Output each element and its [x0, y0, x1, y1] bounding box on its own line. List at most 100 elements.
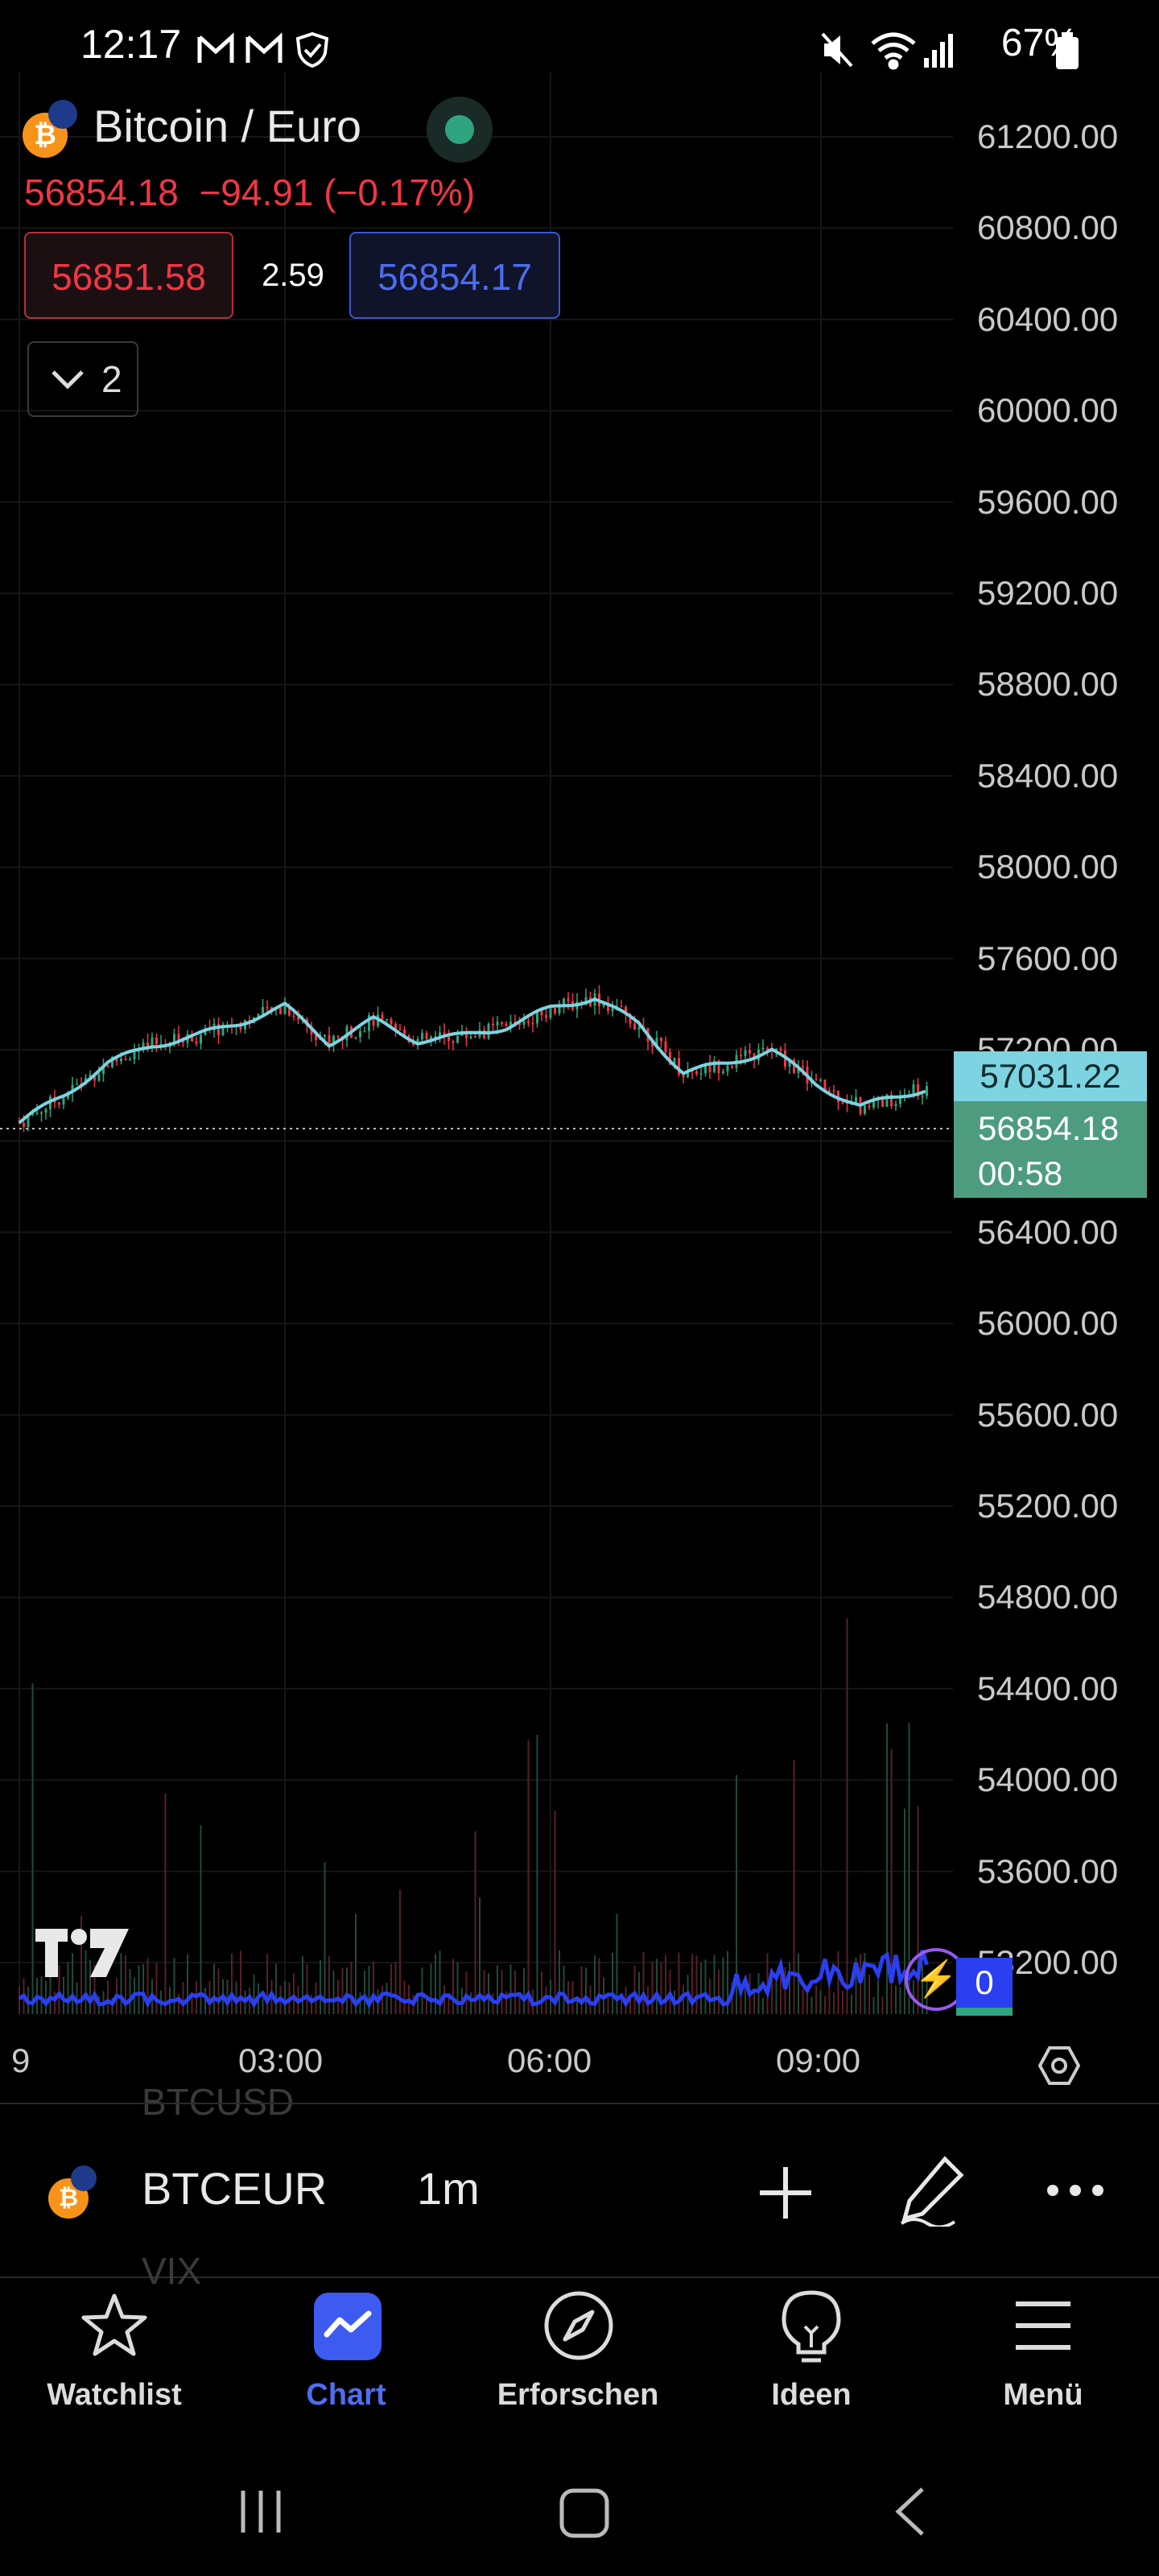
volume-bar	[483, 1970, 485, 2014]
volume-bar	[403, 1980, 406, 2014]
volume-bar	[621, 1997, 622, 2014]
draw-pen-icon[interactable]	[898, 2154, 966, 2227]
price-tick: 54800.00	[977, 1578, 1119, 1616]
volume-bar	[142, 1963, 144, 2014]
candle-body	[864, 1105, 866, 1114]
volume-bar	[505, 1991, 507, 2014]
price-tick: 58400.00	[977, 756, 1119, 795]
symbol-toolbar	[0, 2103, 1159, 2278]
volume-bar	[373, 1961, 374, 2014]
candle-body	[465, 1030, 468, 1038]
candle-body	[324, 1034, 326, 1037]
candle-body	[124, 1059, 127, 1060]
volume-bar	[302, 1956, 303, 2014]
moving-average-line	[18, 997, 926, 1125]
price-chart[interactable]	[0, 0, 1159, 2093]
sell-button[interactable]: 56851.58	[24, 232, 233, 319]
price-tick: 56400.00	[977, 1212, 1119, 1251]
chevron-down-icon	[52, 370, 84, 390]
volume-bar	[359, 1992, 361, 2014]
last-price: 56854.18	[24, 171, 179, 213]
volume-bar	[430, 1963, 432, 2014]
volume-bar	[642, 1951, 645, 2014]
nav-watchlist[interactable]: Watchlist	[18, 2278, 211, 2423]
back-icon[interactable]	[890, 2486, 929, 2537]
volume-bar	[784, 1967, 786, 2014]
volume-bar	[155, 1963, 158, 2014]
candle-body	[731, 1066, 733, 1068]
volume-bar	[399, 1889, 401, 2014]
nav-explore[interactable]: Erforschen	[481, 2278, 674, 2423]
volume-bar	[178, 1993, 179, 2014]
nav-chart[interactable]: Chart	[250, 2278, 443, 2423]
buy-button[interactable]: 56854.17	[349, 232, 560, 319]
hamburger-icon	[1016, 2301, 1070, 2350]
previous-symbol[interactable]: BTCUSD	[142, 2081, 295, 2123]
candle-body	[894, 1104, 897, 1107]
volume-bar	[753, 1992, 755, 2014]
candle-body	[390, 1018, 393, 1025]
euro-flag-icon	[71, 2165, 97, 2191]
candle-body	[354, 1037, 357, 1038]
volume-bar	[802, 1988, 804, 2014]
candle-body	[297, 1016, 299, 1020]
volume-bar	[311, 1994, 312, 2014]
volume-bar	[111, 1997, 113, 2014]
recent-apps-icon[interactable]	[237, 2487, 285, 2536]
volume-bar	[638, 1971, 640, 2014]
volume-bar	[49, 1975, 52, 2014]
candle-body	[430, 1036, 432, 1039]
interval-selector[interactable]: 1m	[417, 2163, 480, 2214]
plus-icon[interactable]	[753, 2161, 818, 2225]
candle-body	[717, 1060, 720, 1074]
price-tick: 57600.00	[977, 939, 1119, 977]
candle-body	[660, 1038, 662, 1042]
candle-body	[912, 1084, 915, 1095]
price-tick: 60400.00	[977, 299, 1119, 338]
chart-settings-icon[interactable]	[1038, 2045, 1080, 2087]
volume-bar	[842, 1991, 843, 2014]
volume-bar	[350, 1962, 353, 2014]
volume-bar	[93, 1964, 96, 2014]
volume-bar	[479, 1897, 481, 2014]
candle-body	[115, 1056, 118, 1062]
volume-bar	[762, 1997, 764, 2014]
volume-bar	[58, 1965, 60, 2014]
volume-bar	[275, 1963, 277, 2014]
candle-body	[288, 1005, 291, 1016]
candle-body	[855, 1096, 857, 1103]
volume-bar	[828, 1986, 831, 2014]
wifi-icon	[871, 32, 916, 70]
candle-body	[846, 1102, 848, 1104]
more-options-icon[interactable]	[1043, 2178, 1107, 2202]
volume-bar	[85, 1950, 87, 2014]
volume-bar	[833, 1992, 835, 2014]
candle-body	[518, 1023, 521, 1025]
volume-bar	[665, 1955, 666, 2014]
candle-body	[682, 1075, 685, 1078]
home-icon[interactable]	[559, 2487, 610, 2539]
volume-indicator-underline	[956, 2008, 1013, 2016]
indicators-collapse-button[interactable]: 2	[27, 341, 138, 417]
spread-value: 2.59	[262, 258, 324, 293]
candle-body	[443, 1032, 446, 1036]
nav-menu[interactable]: Menü	[947, 2278, 1140, 2423]
volume-bar	[864, 1953, 866, 2014]
tradingview-logo[interactable]	[32, 1926, 132, 1980]
symbol-title[interactable]: Bitcoin / Euro	[93, 101, 362, 151]
candle-body	[111, 1056, 113, 1067]
volume-bar	[554, 1810, 556, 2014]
next-symbol[interactable]: VIX	[142, 2250, 202, 2292]
volume-bar	[704, 1959, 707, 2014]
time-tick: 9	[11, 2041, 31, 2079]
candle-body	[633, 1023, 636, 1030]
volume-bar	[633, 1965, 636, 2014]
lightning-indicator-icon[interactable]: ⚡	[905, 1948, 967, 2011]
volume-bar	[213, 1963, 215, 2014]
nav-ideas[interactable]: Ideen	[715, 2278, 908, 2423]
candle-body	[386, 1018, 388, 1021]
nav-label-menu: Menü	[1003, 2378, 1083, 2412]
symbol-ticker[interactable]: BTCEUR	[142, 2163, 328, 2214]
candle-body	[691, 1071, 694, 1072]
volume-bar	[780, 1967, 782, 2014]
